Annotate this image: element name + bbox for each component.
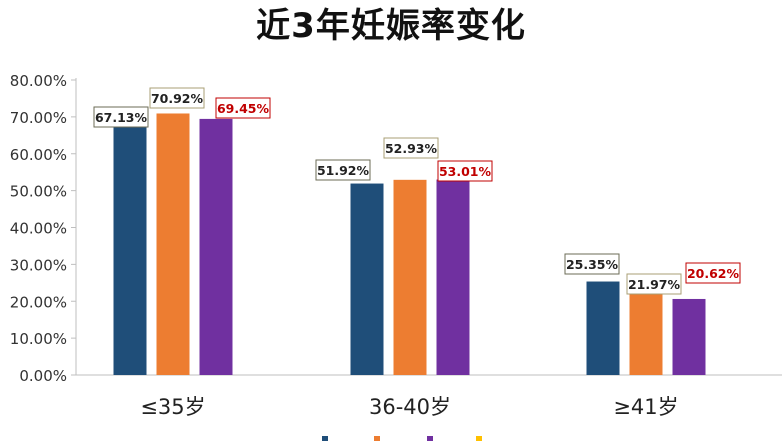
data-label-box [215, 97, 271, 119]
data-label-1-1: 67.13% [93, 106, 149, 128]
data-label-2-2: 52.93% [383, 137, 439, 159]
x-category-label: ≥41岁 [613, 395, 678, 419]
data-label-text: 67.13% [95, 110, 148, 125]
data-label-text: 70.92% [151, 91, 204, 106]
data-label-3-3: 20.62% [685, 262, 741, 284]
x-category-label: ≤35岁 [140, 395, 205, 419]
chart-title: 近3年妊娠率变化 [256, 6, 526, 46]
bar-2-3 [629, 293, 663, 375]
bar-1-3 [586, 281, 620, 375]
legend-swatch-1 [322, 436, 328, 442]
y-tick-label: 70.00% [10, 109, 67, 127]
y-tick-label: 40.00% [10, 220, 67, 238]
data-label-text: 69.45% [217, 101, 270, 116]
data-label-text: 21.97% [628, 277, 681, 292]
data-label-1-2: 51.92% [315, 159, 371, 181]
bar-3-1 [199, 118, 233, 375]
legend-swatch-3 [427, 436, 433, 442]
data-label-1-3: 25.35% [564, 253, 620, 275]
data-label-2-1: 70.92% [149, 87, 205, 109]
bar-3-2 [436, 179, 470, 375]
bar-2-2 [393, 179, 427, 375]
y-tick-label: 30.00% [10, 256, 67, 274]
y-tick-label: 50.00% [10, 183, 67, 201]
data-label-box [383, 137, 439, 159]
data-label-text: 52.93% [385, 141, 438, 156]
legend-swatch-2 [374, 436, 380, 442]
data-label-2-3: 21.97% [626, 273, 682, 295]
y-tick-label: 80.00% [10, 72, 67, 90]
y-tick-label: 20.00% [10, 293, 67, 311]
data-label-box [149, 87, 205, 109]
data-label-text: 25.35% [566, 257, 619, 272]
data-label-text: 51.92% [317, 163, 370, 178]
bar-1-1 [113, 127, 147, 375]
data-label-3-2: 53.01% [437, 160, 493, 182]
data-label-box [685, 262, 741, 284]
bar-2-1 [156, 113, 190, 376]
data-label-3-1: 69.45% [215, 97, 271, 119]
y-tick-label: 0.00% [19, 367, 67, 385]
data-label-box [315, 159, 371, 181]
data-label-box [437, 160, 493, 182]
data-label-text: 20.62% [687, 266, 740, 281]
y-tick-label: 60.00% [10, 146, 67, 164]
legend-swatch-4 [476, 436, 482, 442]
bar-3-3 [672, 298, 706, 375]
data-label-box [626, 273, 682, 295]
bar-1-2 [350, 183, 384, 375]
data-label-box [93, 106, 149, 128]
x-category-label: 36-40岁 [369, 395, 451, 419]
data-label-box [564, 253, 620, 275]
y-tick-label: 10.00% [10, 330, 67, 348]
data-label-text: 53.01% [439, 164, 492, 179]
